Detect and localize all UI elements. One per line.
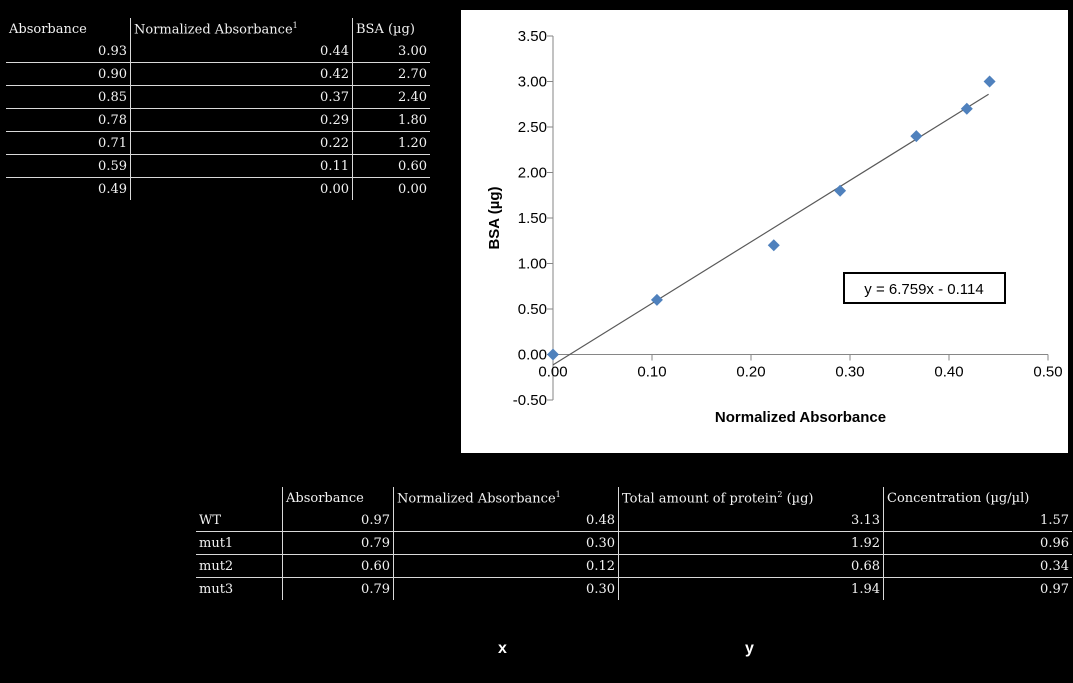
cell-absorbance: 0.59 bbox=[6, 154, 131, 178]
cell-absorbance: 0.93 bbox=[98, 43, 127, 59]
y-tick-label: -0.50 bbox=[513, 392, 547, 409]
cell-absorbance: 0.60 bbox=[282, 554, 394, 578]
col-header-absorbance: Absorbance bbox=[9, 21, 87, 37]
data-point-marker bbox=[834, 184, 847, 197]
cell-absorbance: 0.79 bbox=[282, 577, 394, 600]
cell-total-protein: 1.94 bbox=[618, 577, 884, 600]
data-point-marker bbox=[650, 293, 663, 306]
x-tick-label: 0.30 bbox=[835, 364, 864, 381]
cell-concentration: 0.97 bbox=[883, 577, 1072, 600]
cell-absorbance: 0.90 bbox=[6, 62, 131, 86]
cell-normalized-absorbance: 0.48 bbox=[393, 509, 619, 532]
cell-absorbance: 0.49 bbox=[6, 177, 131, 200]
x-column-marker: x bbox=[498, 640, 507, 657]
cell-normalized-absorbance: 0.37 bbox=[130, 85, 353, 109]
data-point-marker bbox=[983, 75, 996, 88]
table-row: 0.85 0.37 2.40 bbox=[6, 85, 430, 109]
data-point-marker bbox=[767, 239, 780, 252]
cell-absorbance: 0.97 bbox=[282, 509, 394, 532]
y-tick-label: 2.00 bbox=[518, 165, 547, 182]
standard-curve-table: Absorbance Normalized Absorbance1 BSA (µ… bbox=[6, 18, 430, 200]
col-header-total-protein: Total amount of protein2 (µg) bbox=[618, 487, 884, 509]
cell-normalized-absorbance: 0.12 bbox=[393, 554, 619, 578]
col-header-concentration: Concentration (µg/µl) bbox=[883, 487, 1072, 509]
x-tick-label: 0.20 bbox=[736, 364, 765, 381]
table-row: mut1 0.79 0.30 1.92 0.96 bbox=[196, 531, 1072, 555]
y-tick-label: 1.50 bbox=[518, 210, 547, 227]
cell-normalized-absorbance: 0.30 bbox=[393, 531, 619, 555]
x-tick-label: 0.50 bbox=[1033, 364, 1062, 381]
standard-curve-chart: 3.50 3.00 2.50 2.00 1.50 1.00 0.50 0.00 -0.50 0.0… bbox=[461, 10, 1068, 453]
table-row: 0.78 0.29 1.80 bbox=[6, 108, 430, 132]
data-point-marker bbox=[960, 102, 973, 115]
cell-normalized-absorbance: 0.44 bbox=[130, 40, 353, 63]
cell-bsa: 0.00 bbox=[352, 177, 430, 200]
cell-bsa: 1.80 bbox=[352, 108, 430, 132]
cell-absorbance: 0.71 bbox=[6, 131, 131, 155]
cell-sample-name: mut3 bbox=[196, 577, 283, 600]
table-row: 0.59 0.11 0.60 bbox=[6, 154, 430, 178]
cell-concentration: 0.96 bbox=[883, 531, 1072, 555]
y-tick-label: 2.50 bbox=[518, 119, 547, 136]
y-axis-title: BSA (µg) bbox=[486, 186, 503, 249]
cell-bsa: 2.40 bbox=[352, 85, 430, 109]
x-axis-title: Normalized Absorbance bbox=[715, 409, 886, 426]
cell-absorbance: 0.79 bbox=[282, 531, 394, 555]
cell-normalized-absorbance: 0.42 bbox=[130, 62, 353, 86]
cell-total-protein: 3.13 bbox=[618, 509, 884, 532]
col-header-normalized-absorbance: Normalized Absorbance1 bbox=[393, 487, 619, 509]
cell-absorbance: 0.85 bbox=[6, 85, 131, 109]
cell-bsa: 2.70 bbox=[352, 62, 430, 86]
y-tick-label: 1.00 bbox=[518, 256, 547, 273]
cell-bsa: 0.60 bbox=[352, 154, 430, 178]
cell-sample-name: WT bbox=[199, 512, 222, 528]
cell-total-protein: 0.68 bbox=[618, 554, 884, 578]
cell-normalized-absorbance: 0.00 bbox=[130, 177, 353, 200]
cell-bsa: 1.20 bbox=[352, 131, 430, 155]
table-row: 0.49 0.00 0.00 bbox=[6, 177, 430, 200]
equation-box bbox=[843, 272, 1006, 304]
chart-svg: 3.50 3.00 2.50 2.00 1.50 1.00 0.50 0.00 -0.50 0.0… bbox=[486, 28, 1063, 426]
x-tick-label: 0.00 bbox=[538, 364, 567, 381]
table-row: 0.93 0.44 3.00 bbox=[6, 40, 430, 63]
table-row: mut2 0.60 0.12 0.68 0.34 bbox=[196, 554, 1072, 578]
col-header-absorbance: Absorbance bbox=[282, 487, 394, 509]
sample-results-table: Absorbance Normalized Absorbance1 Total … bbox=[196, 487, 1072, 600]
y-tick-label: 3.50 bbox=[518, 28, 547, 45]
cell-normalized-absorbance: 0.11 bbox=[130, 154, 353, 178]
data-point-marker bbox=[547, 348, 559, 361]
col-header-bsa: BSA (µg) bbox=[352, 18, 430, 40]
y-tick-label: 0.50 bbox=[518, 301, 547, 318]
table-header-row: Absorbance Normalized Absorbance1 Total … bbox=[196, 487, 1072, 509]
y-tick-label: 3.00 bbox=[518, 74, 547, 91]
cell-absorbance: 0.78 bbox=[6, 108, 131, 132]
cell-normalized-absorbance: 0.22 bbox=[130, 131, 353, 155]
cell-concentration: 0.34 bbox=[883, 554, 1072, 578]
y-tick-label: 0.00 bbox=[518, 347, 547, 364]
table-header-row: Absorbance Normalized Absorbance1 BSA (µ… bbox=[6, 18, 430, 40]
cell-bsa: 3.00 bbox=[352, 40, 430, 63]
table-row: 0.90 0.42 2.70 bbox=[6, 62, 430, 86]
x-tick-label: 0.40 bbox=[934, 364, 963, 381]
table-row: mut3 0.79 0.30 1.94 0.97 bbox=[196, 577, 1072, 600]
cell-concentration: 1.57 bbox=[883, 509, 1072, 532]
cell-normalized-absorbance: 0.29 bbox=[130, 108, 353, 132]
col-header-sample bbox=[196, 487, 283, 509]
trendline-equation-label: y = 6.759x - 0.114 bbox=[864, 281, 983, 298]
trendline bbox=[552, 93, 989, 366]
y-column-marker: y bbox=[745, 640, 754, 657]
x-tick-label: 0.10 bbox=[637, 364, 666, 381]
cell-total-protein: 1.92 bbox=[618, 531, 884, 555]
cell-sample-name: mut1 bbox=[196, 531, 283, 555]
data-point-marker bbox=[910, 130, 923, 143]
col-header-normalized-absorbance: Normalized Absorbance1 bbox=[130, 18, 353, 40]
cell-sample-name: mut2 bbox=[196, 554, 283, 578]
cell-normalized-absorbance: 0.30 bbox=[393, 577, 619, 600]
table-row: 0.71 0.22 1.20 bbox=[6, 131, 430, 155]
table-row: WT 0.97 0.48 3.13 1.57 bbox=[196, 509, 1072, 532]
